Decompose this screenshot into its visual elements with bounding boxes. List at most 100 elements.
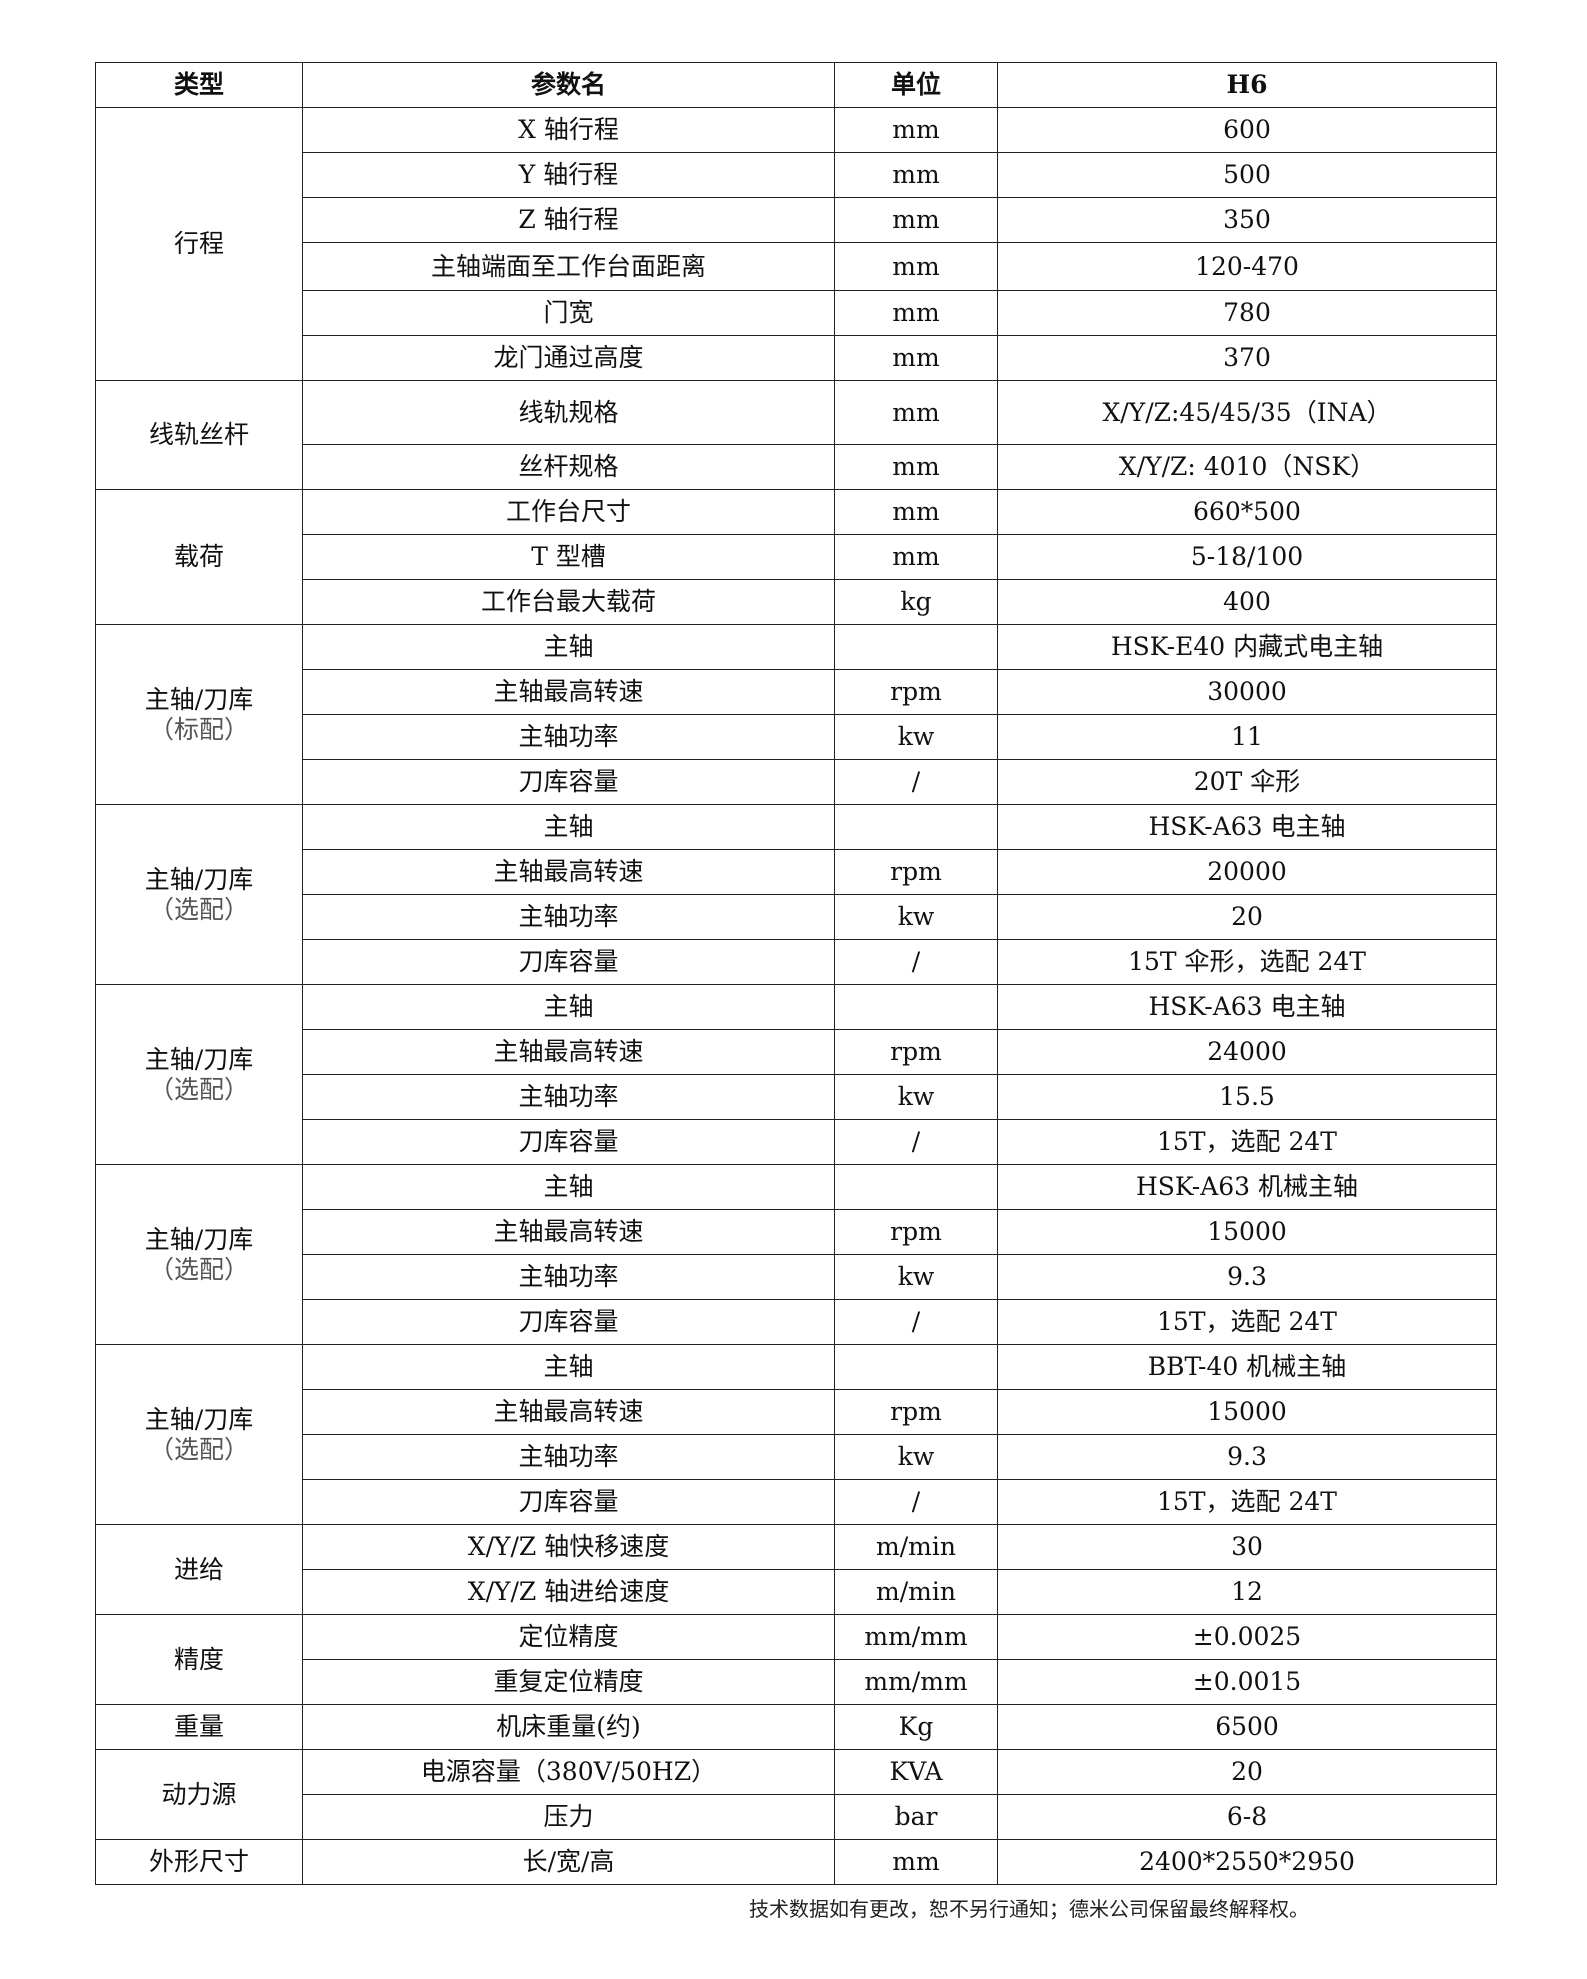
category-note: （选配） xyxy=(148,894,249,924)
category-note: （选配） xyxy=(148,1434,249,1464)
unit-cell: rpm xyxy=(834,1389,998,1435)
value-cell: 120-470 xyxy=(997,242,1497,291)
param-name-cell: 刀库容量 xyxy=(302,1119,835,1165)
value-cell: HSK-E40 内藏式电主轴 xyxy=(997,624,1497,670)
category-cell: 进给 xyxy=(95,1524,303,1615)
param-name-cell: 主轴端面至工作台面距离 xyxy=(302,242,835,291)
unit-cell xyxy=(834,1344,998,1390)
value-cell: 20 xyxy=(997,1749,1497,1795)
table-row: 主轴最高转速 rpm 15000 xyxy=(96,1209,1497,1255)
unit-cell: m/min xyxy=(834,1569,998,1615)
unit-cell: / xyxy=(834,939,998,985)
category-cell: 行程 xyxy=(95,107,303,381)
unit-cell: bar xyxy=(834,1794,998,1840)
value-cell: 30000 xyxy=(997,669,1497,715)
param-name-cell: 定位精度 xyxy=(302,1614,835,1660)
category-label: 主轴/刀库 xyxy=(144,1044,254,1074)
value-cell: 20T 伞形 xyxy=(997,759,1497,805)
table-row: 重复定位精度 mm/mm ±0.0015 xyxy=(96,1659,1497,1705)
unit-cell: mm xyxy=(834,380,998,445)
table-row: Y 轴行程 mm 500 xyxy=(96,152,1497,198)
table-row: 线轨丝杆 线轨规格 mm X/Y/Z:45/45/35（INA） xyxy=(95,380,1497,490)
table-row: 主轴最高转速 rpm 30000 xyxy=(96,669,1497,715)
unit-cell: mm xyxy=(834,152,998,198)
param-name-cell: 刀库容量 xyxy=(302,939,835,985)
unit-cell: mm xyxy=(834,197,998,243)
param-name-cell: 工作台最大载荷 xyxy=(302,579,835,625)
unit-cell: Kg xyxy=(834,1704,998,1750)
unit-cell: m/min xyxy=(834,1524,998,1570)
unit-cell xyxy=(834,804,998,850)
param-name-cell: Z 轴行程 xyxy=(302,197,835,243)
table-row: X/Y/Z 轴进给速度 m/min 12 xyxy=(96,1569,1497,1615)
category-cell: 主轴/刀库 （选配） xyxy=(95,984,303,1165)
param-name-cell: 龙门通过高度 xyxy=(302,335,835,381)
unit-cell: mm/mm xyxy=(834,1659,998,1705)
table-row: 动力源 电源容量（380V/50HZ） KVA 20 xyxy=(95,1749,1497,1840)
category-cell: 主轴/刀库 （选配） xyxy=(95,1344,303,1525)
param-name-cell: 主轴最高转速 xyxy=(302,669,835,715)
table-row: 压力 bar 6-8 xyxy=(96,1794,1497,1840)
param-name-cell: 刀库容量 xyxy=(302,1479,835,1525)
unit-cell: / xyxy=(834,1299,998,1345)
category-cell: 动力源 xyxy=(95,1749,303,1840)
param-name-cell: 主轴功率 xyxy=(302,714,835,760)
unit-cell: mm xyxy=(834,335,998,381)
param-name-cell: 刀库容量 xyxy=(302,759,835,805)
category-cell: 线轨丝杆 xyxy=(95,380,303,490)
value-cell: 15T，选配 24T xyxy=(997,1119,1497,1165)
table-row: 进给 X/Y/Z 轴快移速度 m/min 30 xyxy=(95,1524,1497,1615)
category-cell: 载荷 xyxy=(95,489,303,625)
value-cell: 9.3 xyxy=(997,1254,1497,1300)
unit-cell: mm xyxy=(834,1839,998,1885)
unit-cell: rpm xyxy=(834,1209,998,1255)
value-cell: 15T，选配 24T xyxy=(997,1299,1497,1345)
category-label: 重量 xyxy=(173,1712,224,1741)
spec-table-body: 行程 X 轴行程 mm 600 Y 轴行程 mm 500 Z 轴行程 mm 350 主轴端面至工作台… xyxy=(95,107,1497,1885)
category-cell: 重量 xyxy=(95,1704,303,1750)
unit-cell: mm xyxy=(834,444,998,490)
table-row: 刀库容量/15T，选配 24T xyxy=(96,1299,1497,1345)
value-cell: 6-8 xyxy=(997,1794,1497,1840)
value-cell: 15T 伞形，选配 24T xyxy=(997,939,1497,985)
table-row: 载荷 工作台尺寸 mm 660*500 xyxy=(95,489,1497,625)
param-name-cell: 主轴最高转速 xyxy=(302,1029,835,1075)
table-row: T 型槽 mm 5-18/100 xyxy=(96,534,1497,580)
unit-cell: / xyxy=(834,1479,998,1525)
unit-cell: kw xyxy=(834,1434,998,1480)
value-cell: 2400*2550*2950 xyxy=(997,1839,1497,1885)
value-cell: X/Y/Z: 4010（NSK） xyxy=(997,444,1497,490)
table-row: 主轴/刀库 （选配） 主轴 HSK-A63 电主轴 xyxy=(95,804,1497,985)
value-cell: 24000 xyxy=(997,1029,1497,1075)
param-name-cell: X/Y/Z 轴快移速度 xyxy=(302,1524,835,1570)
table-row: 主轴/刀库 （选配） 主轴 BBT-40 机械主轴 xyxy=(95,1344,1497,1525)
table-row: 主轴功率 kw 20 xyxy=(96,894,1497,940)
category-label: 主轴/刀库 xyxy=(144,1404,254,1434)
value-cell: 9.3 xyxy=(997,1434,1497,1480)
value-cell: ±0.0025 xyxy=(997,1614,1497,1660)
unit-cell: kw xyxy=(834,1254,998,1300)
value-cell: 15T，选配 24T xyxy=(997,1479,1497,1525)
value-cell: 20000 xyxy=(997,849,1497,895)
header-param: 参数名 xyxy=(302,62,835,108)
category-cell: 精度 xyxy=(95,1614,303,1705)
param-name-cell: 工作台尺寸 xyxy=(302,489,835,535)
category-label: 进给 xyxy=(173,1554,224,1584)
unit-cell: rpm xyxy=(834,669,998,715)
header-unit: 单位 xyxy=(834,62,998,108)
param-name-cell: 主轴 xyxy=(302,624,835,670)
unit-cell xyxy=(834,624,998,670)
category-label: 动力源 xyxy=(161,1779,237,1809)
table-row: 主轴最高转速 rpm 20000 xyxy=(96,849,1497,895)
unit-cell: / xyxy=(834,759,998,805)
unit-cell: KVA xyxy=(834,1749,998,1795)
table-row: 主轴功率 kw 9.3 xyxy=(96,1434,1497,1480)
param-name-cell: 电源容量（380V/50HZ） xyxy=(302,1749,835,1795)
table-row: 主轴功率 kw 11 xyxy=(96,714,1497,760)
category-cell: 主轴/刀库 （标配） xyxy=(95,624,303,805)
table-row: 重量 机床重量(约) Kg 6500 xyxy=(95,1704,1497,1750)
table-row: 门宽 mm 780 xyxy=(96,290,1497,336)
param-name-cell: Y 轴行程 xyxy=(302,152,835,198)
value-cell: 15000 xyxy=(997,1209,1497,1255)
value-cell: HSK-A63 机械主轴 xyxy=(997,1164,1497,1210)
